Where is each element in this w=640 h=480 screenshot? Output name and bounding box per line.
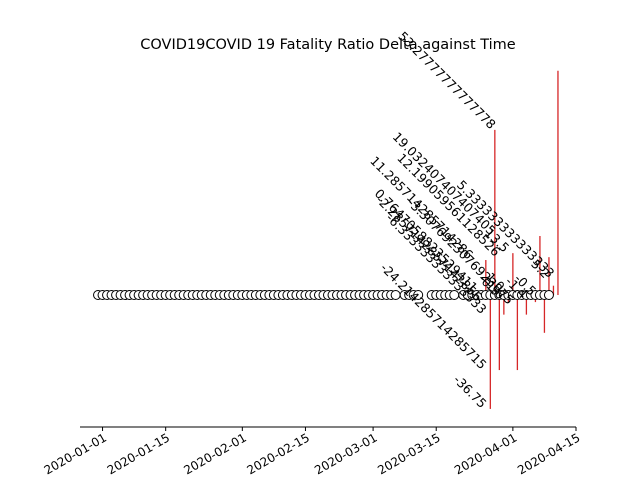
stems-layer xyxy=(485,70,559,409)
x-tick-label: 2020-03-01 xyxy=(312,430,379,477)
markers-layer xyxy=(93,290,554,300)
data-point-marker xyxy=(543,290,554,300)
x-tick-label: 2020-04-15 xyxy=(515,430,582,477)
x-tick-label: 2020-01-01 xyxy=(42,430,109,477)
data-point-marker xyxy=(413,290,424,300)
x-tick-label: 2020-04-01 xyxy=(452,430,519,477)
x-tick-label: 2020-02-15 xyxy=(245,430,312,477)
x-tick-label: 2020-02-01 xyxy=(181,430,248,477)
data-label: -36.75 xyxy=(451,372,490,411)
annotations-layer: 11.2857142857142860.7647058823529411-2.2… xyxy=(367,29,557,411)
data-point-marker xyxy=(390,290,401,300)
x-tick-label: 2020-03-15 xyxy=(375,430,442,477)
chart-title: COVID19COVID 19 Fatality Ratio Delta aga… xyxy=(140,37,516,53)
x-tick-label: 2020-01-15 xyxy=(105,430,172,477)
